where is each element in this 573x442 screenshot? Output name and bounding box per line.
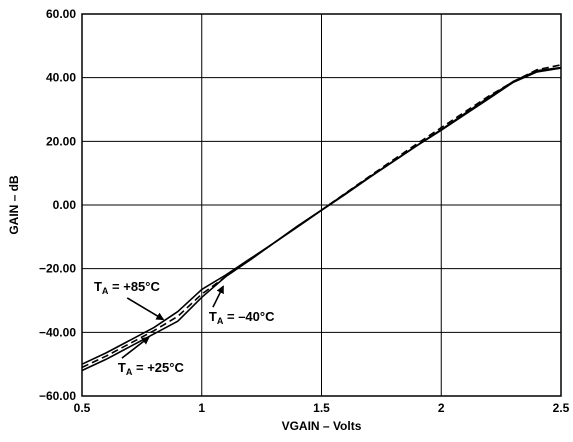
x-axis-title: VGAIN – Volts [282,419,362,433]
x-tick-label: 2 [438,401,445,415]
x-tick-label: 2.5 [553,401,570,415]
series-line-2 [81,67,562,372]
y-axis-title: GAIN – dB [7,175,21,235]
annotation-label-1: TA = –40°C [209,309,275,326]
annotation-arrow-1 [212,285,225,308]
annotation-label-0: TA = +85°C [94,279,161,296]
plot-frame [81,13,562,397]
y-tick-labels: −60.00 −40.00 −20.00 0.00 20.00 40.00 60.00 [39,7,76,403]
y-tick-label: 0.00 [53,198,77,212]
y-tick-label: −20.00 [39,262,76,276]
y-tick-label: 20.00 [46,134,76,148]
grid [81,13,562,397]
x-tick-label: 1.5 [313,401,330,415]
series-layer [81,64,562,372]
x-tick-label: 1 [198,401,205,415]
annotation-label-2: TA = +25°C [118,360,185,377]
annotation-arrow-2 [121,336,150,359]
y-tick-label: −60.00 [39,389,76,403]
x-tick-label: 0.5 [74,401,91,415]
y-tick-label: −40.00 [39,325,76,339]
annotation-arrow-0 [126,297,165,321]
y-tick-label: 60.00 [46,7,76,21]
annotations: TA = +85°C TA = –40°C TA = +25°C [94,279,275,377]
y-tick-label: 40.00 [46,71,76,85]
x-tick-labels: 0.5 1 1.5 2 2.5 [74,401,570,415]
